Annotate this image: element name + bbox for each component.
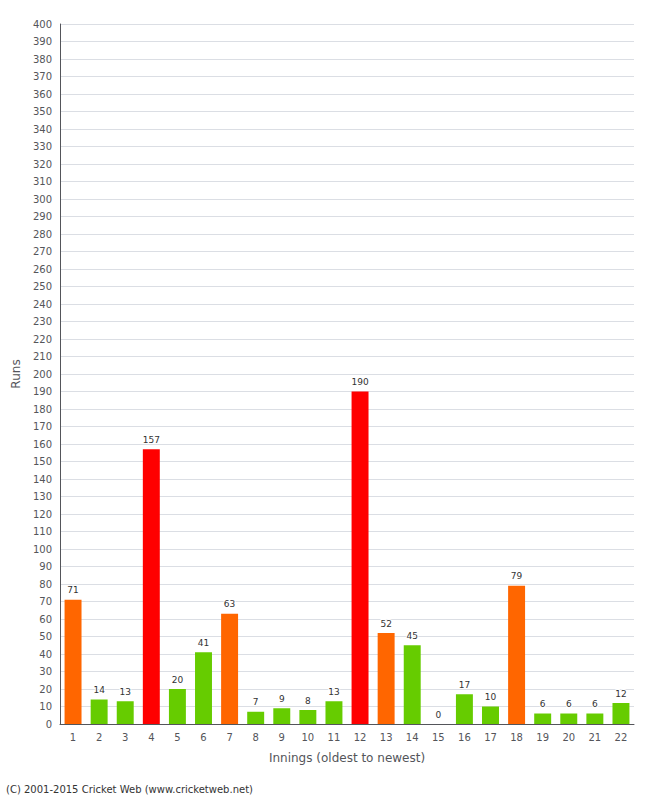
svg-text:360: 360 (33, 89, 52, 100)
svg-text:6: 6 (566, 699, 572, 709)
svg-text:13: 13 (380, 732, 393, 743)
svg-text:10: 10 (39, 701, 52, 712)
svg-text:250: 250 (33, 281, 52, 292)
svg-text:45: 45 (407, 631, 418, 641)
svg-text:150: 150 (33, 456, 52, 467)
svg-text:60: 60 (39, 614, 52, 625)
svg-text:120: 120 (33, 509, 52, 520)
svg-text:240: 240 (33, 299, 52, 310)
svg-text:380: 380 (33, 54, 52, 65)
svg-text:12: 12 (354, 732, 367, 743)
svg-text:18: 18 (510, 732, 523, 743)
svg-text:190: 190 (33, 386, 52, 397)
svg-text:2: 2 (96, 732, 102, 743)
svg-text:10: 10 (301, 732, 314, 743)
svg-text:17: 17 (459, 680, 470, 690)
svg-text:7: 7 (226, 732, 232, 743)
svg-text:260: 260 (33, 264, 52, 275)
svg-text:130: 130 (33, 491, 52, 502)
svg-text:40: 40 (39, 649, 52, 660)
svg-text:13: 13 (328, 687, 339, 697)
svg-text:160: 160 (33, 439, 52, 450)
svg-text:Innings (oldest to newest): Innings (oldest to newest) (269, 751, 425, 765)
svg-text:0: 0 (46, 719, 52, 730)
svg-text:4: 4 (148, 732, 154, 743)
svg-text:1: 1 (70, 732, 76, 743)
svg-text:5: 5 (174, 732, 180, 743)
svg-text:390: 390 (33, 36, 52, 47)
svg-text:100: 100 (33, 544, 52, 555)
svg-text:300: 300 (33, 194, 52, 205)
svg-text:19: 19 (536, 732, 549, 743)
svg-text:20: 20 (39, 684, 52, 695)
svg-text:(C) 2001-2015 Cricket Web (www: (C) 2001-2015 Cricket Web (www.cricketwe… (6, 784, 253, 795)
svg-text:350: 350 (33, 106, 52, 117)
svg-text:8: 8 (305, 696, 311, 706)
svg-text:30: 30 (39, 666, 52, 677)
svg-text:280: 280 (33, 229, 52, 240)
svg-text:200: 200 (33, 369, 52, 380)
svg-text:6: 6 (592, 699, 598, 709)
svg-text:210: 210 (33, 351, 52, 362)
svg-text:9: 9 (279, 694, 285, 704)
svg-text:6: 6 (540, 699, 546, 709)
svg-text:79: 79 (511, 571, 523, 581)
svg-text:190: 190 (351, 377, 368, 387)
svg-text:50: 50 (39, 631, 52, 642)
svg-text:52: 52 (380, 619, 391, 629)
svg-text:8: 8 (252, 732, 258, 743)
svg-text:41: 41 (198, 638, 209, 648)
svg-text:70: 70 (39, 596, 52, 607)
svg-text:230: 230 (33, 316, 52, 327)
svg-text:11: 11 (328, 732, 341, 743)
svg-text:157: 157 (143, 435, 160, 445)
svg-text:170: 170 (33, 421, 52, 432)
svg-text:10: 10 (485, 692, 497, 702)
svg-text:3: 3 (122, 732, 128, 743)
svg-text:15: 15 (432, 732, 445, 743)
svg-text:Runs: Runs (9, 359, 23, 388)
svg-text:0: 0 (435, 710, 441, 720)
svg-text:340: 340 (33, 124, 52, 135)
svg-text:9: 9 (279, 732, 285, 743)
svg-text:6: 6 (200, 732, 206, 743)
svg-text:20: 20 (562, 732, 575, 743)
svg-text:310: 310 (33, 176, 52, 187)
svg-text:13: 13 (120, 687, 131, 697)
svg-text:400: 400 (33, 19, 52, 30)
svg-text:180: 180 (33, 404, 52, 415)
svg-text:17: 17 (484, 732, 497, 743)
svg-text:21: 21 (588, 732, 601, 743)
svg-text:80: 80 (39, 579, 52, 590)
svg-text:320: 320 (33, 159, 52, 170)
svg-text:71: 71 (67, 585, 78, 595)
svg-text:16: 16 (458, 732, 471, 743)
svg-text:14: 14 (406, 732, 419, 743)
svg-text:12: 12 (615, 689, 626, 699)
svg-text:330: 330 (33, 141, 52, 152)
svg-text:270: 270 (33, 246, 52, 257)
svg-text:20: 20 (172, 675, 184, 685)
svg-text:63: 63 (224, 599, 235, 609)
svg-text:290: 290 (33, 211, 52, 222)
svg-text:140: 140 (33, 474, 52, 485)
svg-text:7: 7 (253, 697, 259, 707)
svg-text:14: 14 (93, 685, 105, 695)
svg-text:110: 110 (33, 526, 52, 537)
svg-text:90: 90 (39, 561, 52, 572)
svg-text:22: 22 (615, 732, 628, 743)
svg-text:370: 370 (33, 71, 52, 82)
svg-text:220: 220 (33, 334, 52, 345)
